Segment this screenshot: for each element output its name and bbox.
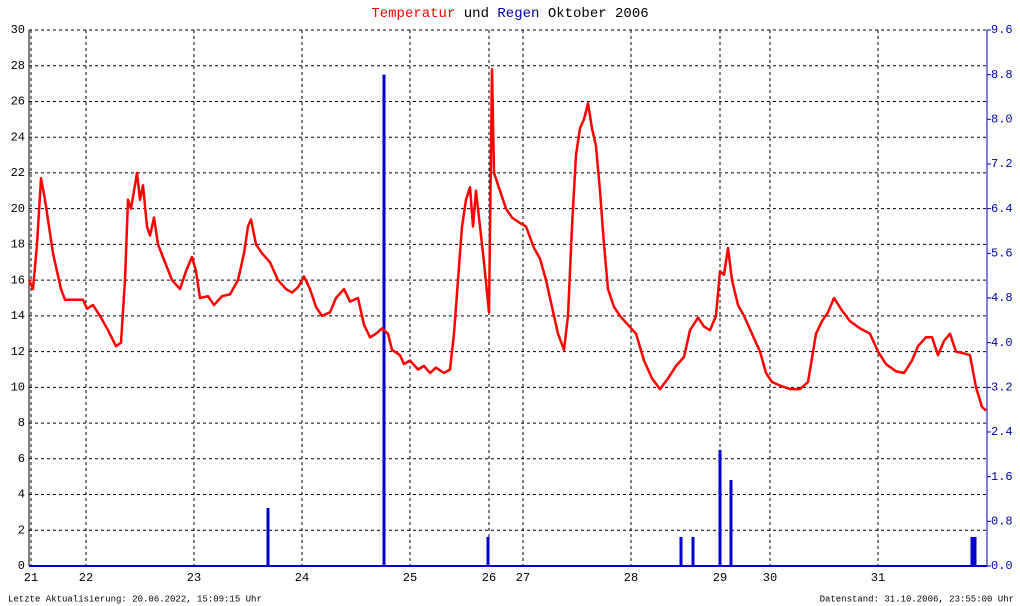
rain-bar	[718, 449, 722, 566]
y2-tick-label: 0.8	[991, 515, 1013, 529]
x-tick-label: 21	[24, 571, 38, 585]
y-tick-label: 10	[11, 381, 25, 395]
title-rain: Regen	[497, 6, 539, 22]
y-tick-label: 14	[11, 309, 25, 323]
title-joiner: und	[464, 6, 489, 22]
y2-tick-label: 6.4	[991, 202, 1013, 216]
x-tick-label: 30	[763, 571, 777, 585]
rain-bar	[266, 507, 270, 566]
y-tick-label: 24	[11, 130, 25, 144]
y-tick-label: 8	[18, 416, 25, 430]
rain-bar	[970, 536, 974, 566]
y-tick-label: 20	[11, 202, 25, 216]
rain-bar	[486, 536, 490, 566]
y2-tick-label: 8.0	[991, 113, 1013, 127]
y2-tick-label: 3.2	[991, 381, 1013, 395]
y2-tick-label: 0.0	[991, 559, 1013, 573]
chart-title: Temperatur und Regen Oktober 2006	[371, 6, 648, 22]
y2-tick-label: 7.2	[991, 157, 1013, 171]
rain-bar	[691, 536, 695, 566]
y-tick-label: 4	[18, 488, 25, 502]
y-tick-label: 22	[11, 166, 25, 180]
y-tick-label: 30	[11, 23, 25, 37]
y2-tick-label: 1.6	[991, 470, 1013, 484]
y2-tick-label: 4.8	[991, 291, 1013, 305]
x-tick-label: 29	[713, 571, 727, 585]
x-tick-label: 25	[403, 571, 417, 585]
x-tick-label: 31	[871, 571, 885, 585]
y2-tick-label: 4.0	[991, 336, 1013, 350]
x-tick-label: 28	[624, 571, 638, 585]
x-tick-label: 26	[482, 571, 496, 585]
footer-right: Datenstand: 31.10.2006, 23:55:00 Uhr	[820, 594, 1014, 604]
y-tick-label: 2	[18, 523, 25, 537]
y2-tick-label: 5.6	[991, 247, 1013, 261]
x-tick-label: 23	[187, 571, 201, 585]
footer-left: Letzte Aktualisierung: 20.06.2022, 15:09…	[8, 594, 262, 604]
x-tick-label: 22	[79, 571, 93, 585]
y-tick-label: 0	[18, 559, 25, 573]
title-temperature: Temperatur	[371, 6, 455, 22]
y-tick-label: 16	[11, 273, 25, 287]
rain-bar	[382, 74, 386, 567]
y2-tick-label: 8.8	[991, 68, 1013, 82]
rain-bar	[973, 536, 977, 566]
rain-bar	[729, 480, 733, 566]
y-tick-label: 12	[11, 345, 25, 359]
title-period: Oktober 2006	[548, 6, 649, 22]
rain-bar	[679, 536, 683, 566]
y-tick-label: 18	[11, 238, 25, 252]
x-tick-label: 24	[295, 571, 309, 585]
y-tick-label: 26	[11, 95, 25, 109]
y2-tick-label: 9.6	[991, 23, 1013, 37]
x-tick-label: 27	[516, 571, 530, 585]
y-tick-label: 6	[18, 452, 25, 466]
temperature-line	[27, 68, 987, 412]
y2-tick-label: 2.4	[991, 425, 1013, 439]
y-tick-label: 28	[11, 59, 25, 73]
